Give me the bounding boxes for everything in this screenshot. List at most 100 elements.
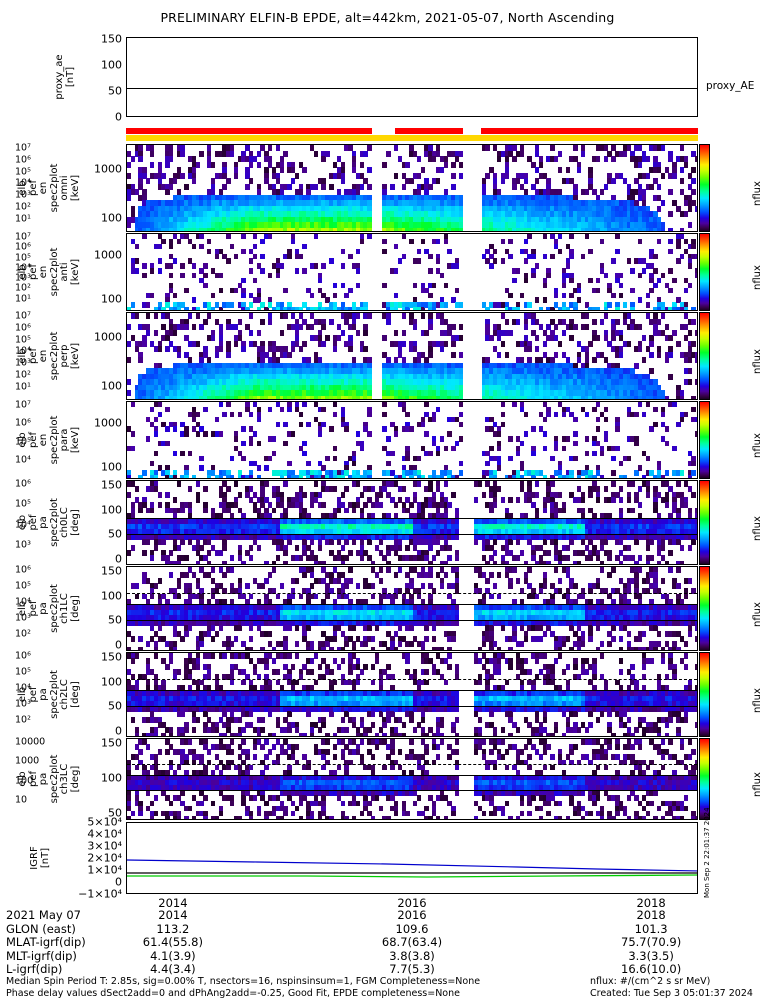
- spectrogram-cell: [424, 486, 429, 493]
- spectrogram-cell: [657, 550, 662, 556]
- spectrogram-cell: [443, 227, 448, 231]
- spectrogram-cell: [233, 395, 239, 399]
- spectrogram-cell: [222, 528, 227, 535]
- spectrogram-cell: [199, 200, 204, 207]
- spectrogram-cell: [363, 313, 368, 320]
- spectrogram-cell: [531, 544, 536, 551]
- spectrogram-cell: [329, 390, 334, 397]
- spectrogram-cell: [401, 362, 406, 369]
- spectrogram-cell: [508, 307, 513, 310]
- spectrogram-cell: [214, 172, 220, 179]
- spectrogram-cell: [496, 445, 502, 452]
- spectrogram-cell: [615, 248, 620, 255]
- spectrogram-cell: [290, 431, 296, 437]
- spectrogram-cell: [535, 263, 540, 269]
- spectrogram-cell: [523, 411, 528, 418]
- spectrogram-cell: [588, 178, 593, 185]
- spectrogram-cell: [496, 465, 502, 471]
- spectrogram-cell: [519, 518, 525, 525]
- spectrogram-cell: [294, 227, 300, 231]
- spectrogram-cell: [523, 340, 528, 347]
- spectrogram-cell: [413, 470, 418, 476]
- spectrogram-cell: [363, 216, 368, 223]
- spectrogram-cell: [489, 362, 494, 369]
- spectrogram-cell: [550, 518, 555, 525]
- spectrogram-cell: [496, 395, 502, 399]
- spectrogram-cell: [626, 189, 631, 196]
- spectrogram-cell: [641, 475, 647, 478]
- spectrogram-cell: [458, 421, 464, 427]
- spectrogram-cell: [554, 539, 559, 546]
- spectrogram-cell: [393, 145, 399, 152]
- spectrogram-cell: [393, 528, 399, 535]
- spectrogram-cell: [550, 222, 555, 229]
- spectrogram-cell: [142, 324, 147, 331]
- spectrogram-cell: [260, 486, 265, 493]
- spectrogram-cell: [554, 555, 559, 562]
- spectrogram-cell: [310, 534, 315, 541]
- spectrogram-cell: [348, 362, 353, 369]
- spectrogram-cell: [165, 502, 170, 509]
- spectrogram-cell: [336, 172, 342, 179]
- spectrogram-cell: [374, 518, 380, 525]
- spectrogram-cell: [580, 491, 586, 498]
- spectrogram-cell: [157, 528, 162, 535]
- spectrogram-cell: [279, 307, 284, 310]
- spectrogram-cell: [275, 518, 281, 525]
- spectrogram-cell: [592, 395, 597, 399]
- spectrogram-cell: [565, 436, 570, 442]
- spectrogram-cell: [191, 222, 197, 229]
- spectrogram-cell: [611, 362, 616, 369]
- spectrogram-cell: [302, 523, 307, 530]
- spectrogram-cell: [161, 555, 166, 562]
- spectrogram-cell: [348, 384, 353, 391]
- spectrogram-cell: [245, 227, 250, 231]
- spectrogram-cell: [637, 384, 643, 391]
- spectrogram-cell: [348, 373, 353, 380]
- spectrogram-cell: [550, 368, 555, 375]
- spectrogram-cell: [485, 318, 490, 325]
- spectrogram-cell: [340, 523, 345, 530]
- spectrogram-cell: [622, 145, 628, 152]
- spectrogram-cell: [298, 445, 303, 452]
- spectrogram-cell: [367, 475, 372, 478]
- spectrogram-cell: [287, 475, 292, 478]
- spectrogram-cell: [447, 523, 452, 530]
- spectrogram-cell: [329, 211, 334, 218]
- spectrogram-cell: [550, 329, 555, 336]
- spectrogram-cell: [188, 216, 193, 223]
- spectrogram-cell: [630, 194, 635, 201]
- spectrogram-cell: [439, 194, 445, 201]
- spectrogram-cell: [317, 287, 323, 294]
- spectrogram-cell: [390, 216, 395, 223]
- spectrogram-cell: [531, 268, 536, 274]
- spectrogram-cell: [432, 512, 437, 519]
- spectrogram-cell: [245, 518, 250, 525]
- spectrogram-cell: [397, 379, 403, 386]
- spectrogram-cell: [611, 156, 616, 163]
- spectrogram-cell: [618, 560, 624, 564]
- spectrogram-cell: [321, 475, 326, 478]
- spectrogram-cell: [481, 534, 487, 541]
- spectrogram-cell: [500, 227, 506, 231]
- spectrogram-cell: [199, 390, 204, 397]
- spectrogram-cell: [512, 555, 517, 562]
- spectrogram-cell: [576, 518, 582, 525]
- spectrogram-cell: [149, 379, 155, 386]
- spectrogram-cell: [348, 523, 353, 530]
- ylabel-line: omni: [59, 175, 70, 201]
- spectrogram-cell: [687, 205, 692, 212]
- spectrogram-cell: [367, 395, 372, 399]
- spectrogram-cell: [363, 302, 368, 308]
- spectrogram-cell: [695, 351, 697, 358]
- spectrogram-cell: [245, 156, 250, 163]
- spectrogram-cell: [550, 373, 555, 380]
- spectrogram-cell: [458, 351, 464, 358]
- spectrogram-cell: [554, 507, 559, 514]
- spectrogram-cell: [210, 268, 216, 274]
- spectrogram-cell: [413, 379, 418, 386]
- spectrogram-cell: [355, 183, 361, 190]
- spectrogram-cell: [645, 486, 651, 493]
- spectrogram-cell: [168, 475, 174, 478]
- spectrogram-cell: [557, 318, 563, 325]
